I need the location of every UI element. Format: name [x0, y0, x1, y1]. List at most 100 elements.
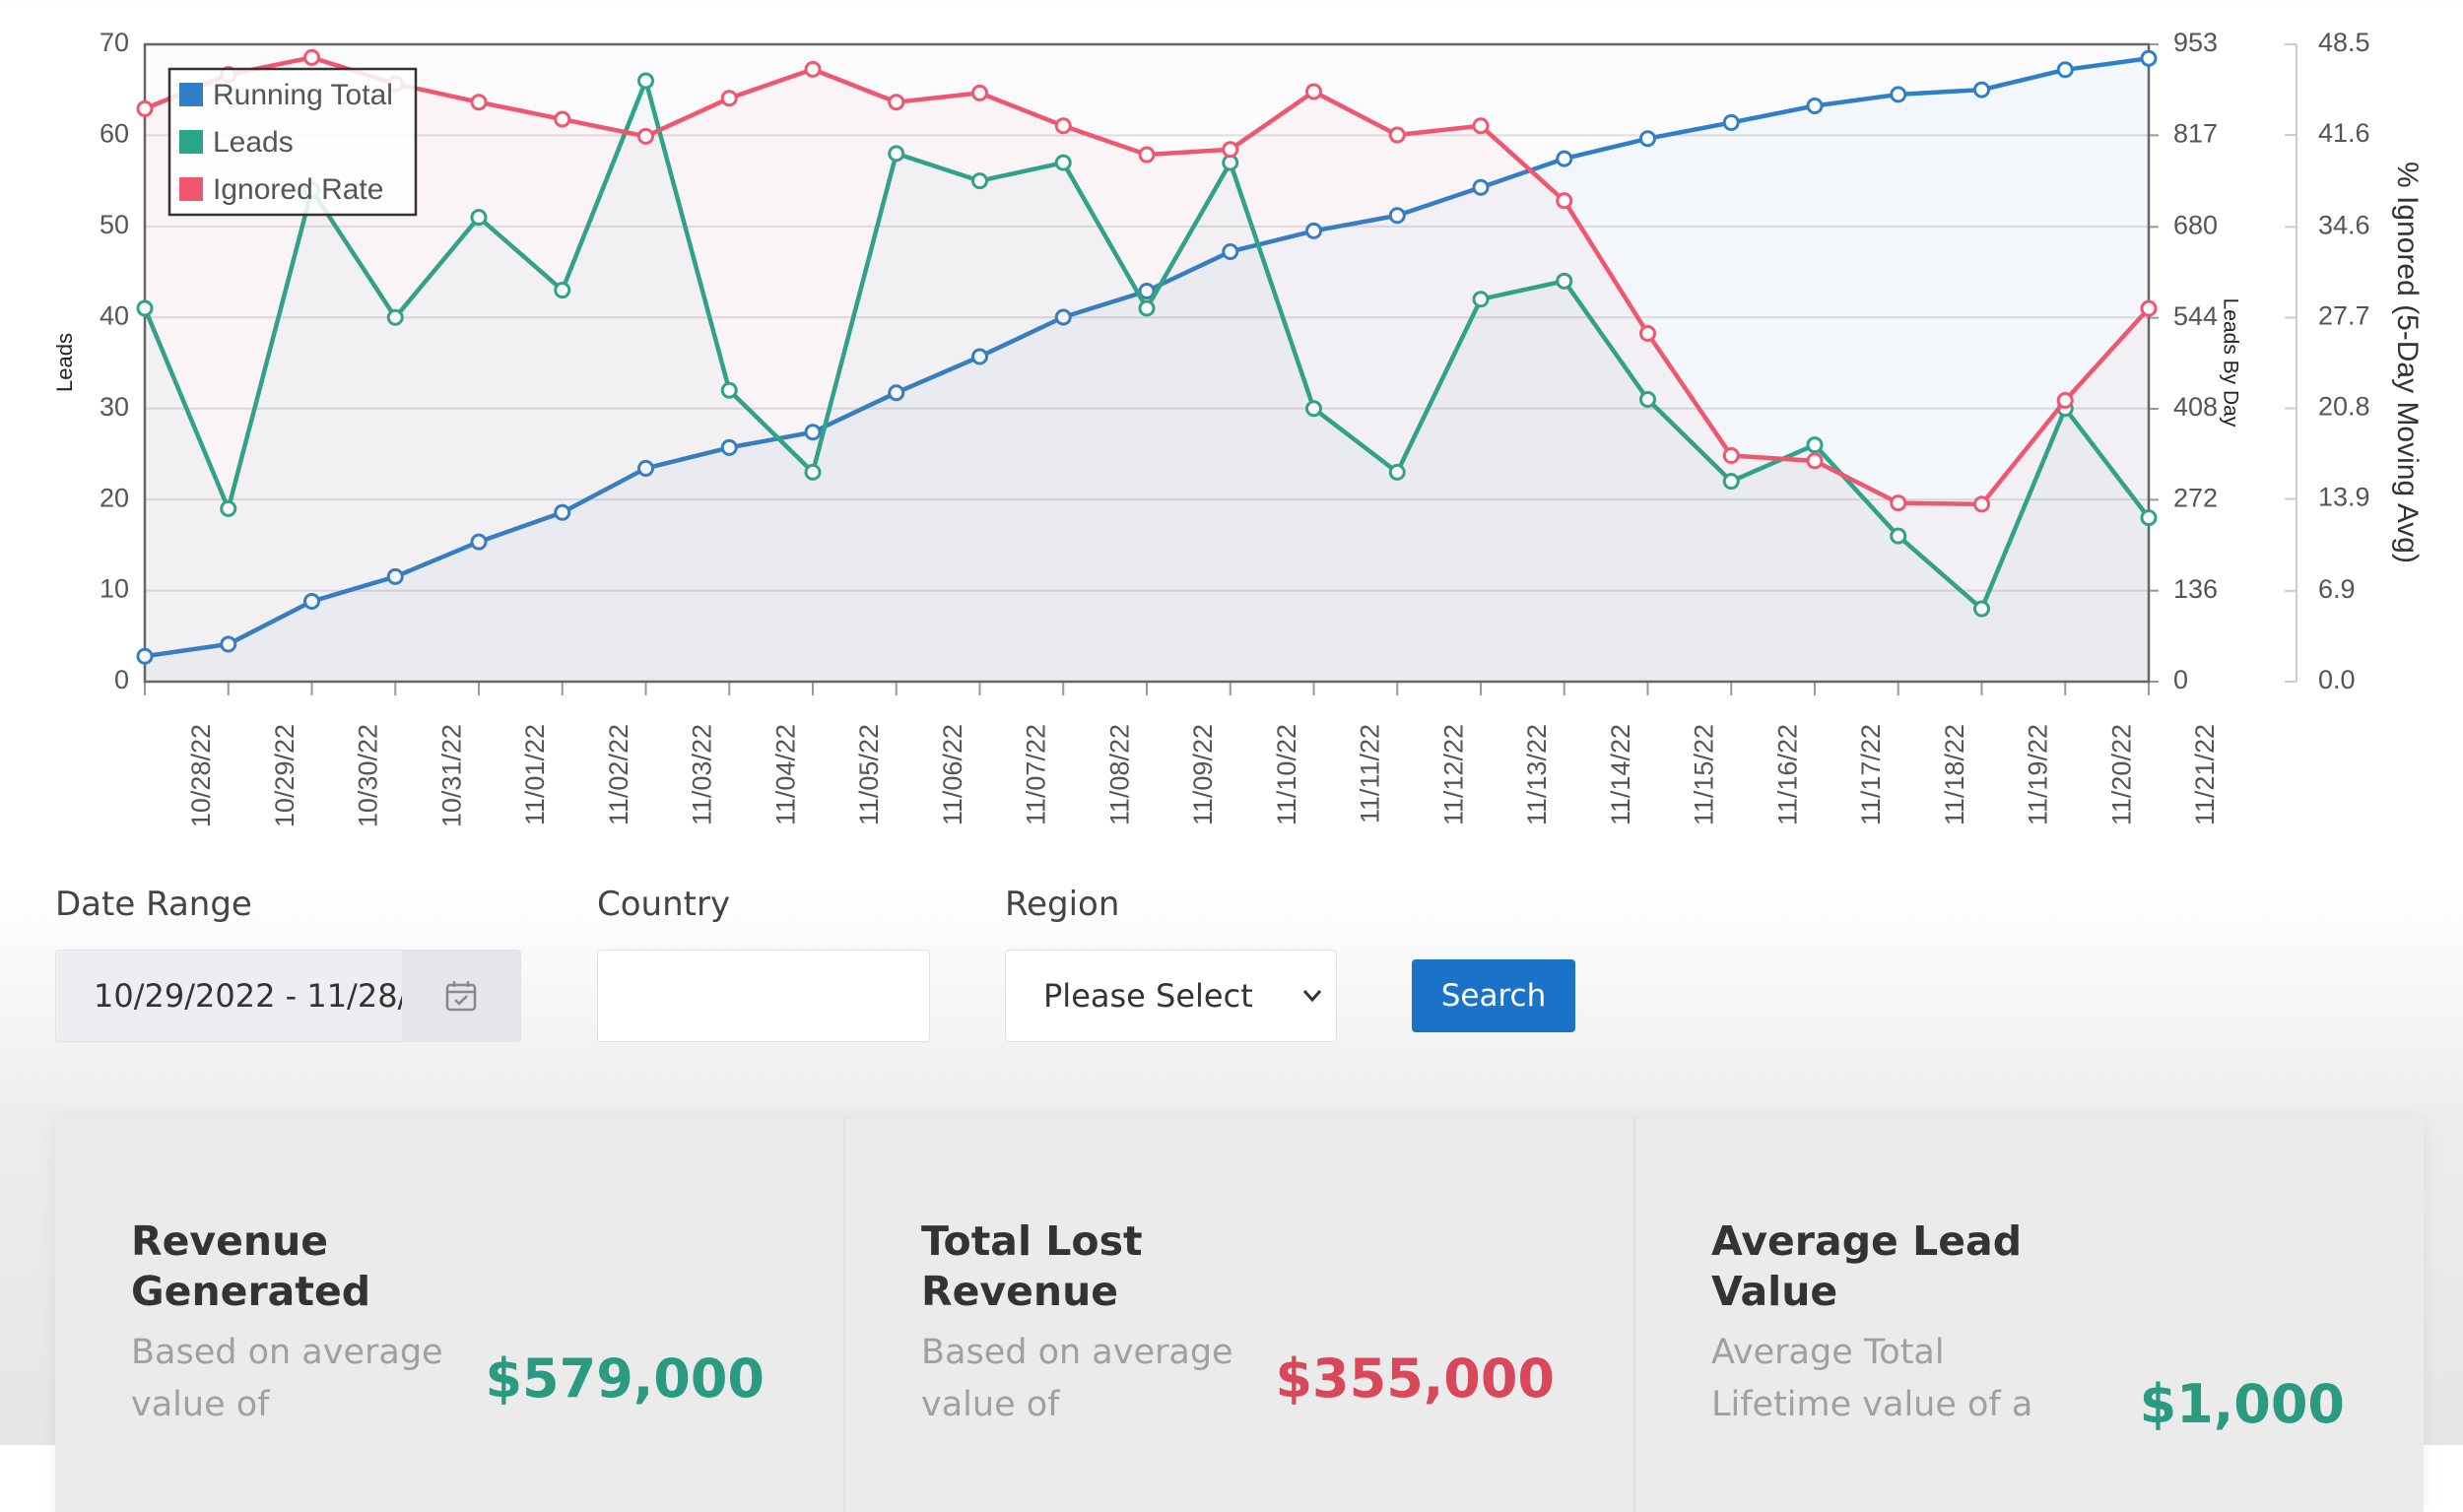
card-description: Based on average value of: [131, 1333, 443, 1424]
data-point: [470, 533, 488, 551]
y3-tick-label: 27.7: [2318, 301, 2370, 331]
data-point: [1472, 178, 1490, 196]
legend-swatch: [179, 83, 203, 106]
y3-tick-label: 34.6: [2318, 211, 2370, 240]
data-point: [1722, 447, 1740, 465]
x-tick-label: 11/11/22: [1356, 724, 1385, 823]
card-title: Average Lead Value: [1711, 1217, 2023, 1315]
data-point: [720, 90, 738, 107]
card-value: $579,000: [485, 1348, 765, 1410]
y2-tick-label: 136: [2173, 574, 2218, 604]
data-point: [1138, 283, 1156, 300]
legend-swatch: [179, 177, 203, 201]
x-tick-label: 11/02/22: [604, 724, 633, 825]
y3-tick-label: 6.9: [2318, 574, 2356, 604]
data-point: [2056, 392, 2074, 410]
x-tick-label: 11/10/22: [1272, 724, 1301, 825]
legend-box: [167, 67, 418, 217]
x-tick-label: 11/16/22: [1772, 724, 1802, 825]
x-tick-label: 11/09/22: [1188, 724, 1218, 825]
card-title: Revenue Generated: [131, 1217, 371, 1315]
country-input[interactable]: [597, 950, 930, 1042]
data-point: [1556, 192, 1573, 210]
data-point: [1973, 81, 1990, 99]
date-range-input[interactable]: 10/29/2022 - 11/28/2022: [55, 950, 521, 1042]
data-point: [804, 424, 822, 441]
series-area: [145, 57, 2149, 682]
data-point: [1806, 452, 1824, 470]
data-point: [2140, 49, 2158, 67]
data-point: [220, 635, 237, 653]
data-point: [637, 72, 654, 90]
y3-tick-label: 0.0: [2318, 665, 2356, 694]
chart: 0 10 20 30 40 50 60 70 0 136 272 408 544 680 817 953 0.0…: [52, 28, 2424, 827]
data-point: [637, 127, 654, 145]
data-point: [971, 84, 988, 101]
chevron-icon: [1302, 990, 1322, 1003]
y2-tick-label: 272: [2173, 483, 2218, 512]
data-point: [386, 567, 404, 585]
legend-label: Running Total: [213, 79, 393, 111]
data-point: [1388, 126, 1406, 144]
card: Average Lead Value Average Total Lifetim…: [1635, 1118, 2424, 1512]
y2-tick-label: 408: [2173, 392, 2218, 422]
y2-tick-label: 0: [2173, 665, 2188, 694]
y-tick-label: 70: [100, 28, 129, 57]
data-point: [1890, 494, 1907, 512]
data-point: [1722, 473, 1740, 491]
y3-tick-label: 20.8: [2318, 392, 2370, 422]
x-tick-label: 11/06/22: [938, 724, 967, 825]
data-point: [1806, 436, 1824, 454]
y3-axis-title: % Ignored (5-Day Moving Avg): [2391, 162, 2424, 563]
x-tick-label: 11/04/22: [770, 724, 800, 825]
data-point: [1973, 495, 1990, 513]
data-point: [1806, 97, 1824, 114]
filter-label: Country: [597, 885, 731, 924]
data-point: [1222, 242, 1239, 260]
data-point: [220, 499, 237, 517]
y-tick-label: 50: [100, 210, 129, 239]
filter-label: Date Range: [55, 885, 252, 924]
y2-tick-label: 680: [2173, 210, 2218, 239]
data-point: [1305, 83, 1322, 100]
y-tick-label: 60: [100, 119, 129, 149]
x-tick-label: 11/14/22: [1606, 724, 1635, 825]
data-point: [136, 299, 154, 317]
data-point: [971, 348, 988, 365]
data-point: [2140, 509, 2158, 527]
x-tick-label: 10/30/22: [354, 724, 383, 827]
x-tick-label: 10/31/22: [436, 724, 466, 827]
legend-label: Ignored Rate: [213, 173, 383, 206]
data-point: [971, 172, 988, 190]
y3-tick-label: 48.5: [2318, 28, 2370, 57]
calendar-button[interactable]: [402, 951, 520, 1041]
y2-axis-title: Leads By Day: [2219, 298, 2241, 427]
data-point: [720, 381, 738, 399]
card-description: Based on average value of: [921, 1333, 1233, 1424]
data-point: [804, 463, 822, 481]
data-point: [1222, 141, 1239, 159]
y3-tick-label: 13.9: [2318, 483, 2370, 512]
y-tick-label: 0: [114, 665, 129, 694]
x-tick-label: 11/08/22: [1104, 724, 1134, 825]
y2-tick-label: 953: [2173, 28, 2218, 57]
x-tick-label: 11/21/22: [2190, 724, 2220, 825]
x-tick-label: 11/20/22: [2106, 724, 2136, 825]
card-value: $1,000: [2139, 1373, 2345, 1435]
data-point: [1639, 130, 1656, 148]
data-point: [1305, 400, 1322, 418]
series-area: [145, 58, 2149, 683]
data-point: [136, 99, 154, 117]
region-select[interactable]: Please Select: [1005, 950, 1337, 1042]
card: Revenue Generated Based on average value…: [55, 1118, 845, 1512]
data-point: [888, 384, 905, 402]
y-tick-label: 40: [100, 300, 129, 330]
y-tick-label: 20: [100, 483, 129, 512]
data-point: [1890, 527, 1907, 545]
y-axis-title: Leads: [52, 333, 77, 392]
x-tick-label: 11/01/22: [520, 724, 550, 825]
data-point: [1138, 299, 1156, 317]
card-title: Total Lost Revenue: [921, 1217, 1143, 1315]
search-button[interactable]: Search: [1412, 959, 1575, 1032]
